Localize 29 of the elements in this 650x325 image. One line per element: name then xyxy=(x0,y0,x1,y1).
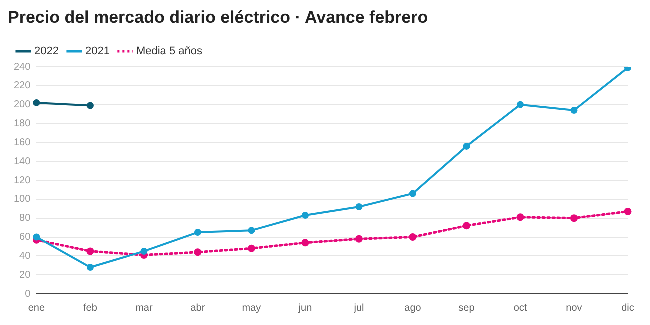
y-tick-label: 200 xyxy=(14,100,32,111)
x-tick-label: mar xyxy=(136,302,154,314)
x-tick-label: may xyxy=(242,302,262,314)
y-tick-label: 220 xyxy=(14,80,32,92)
y-tick-label: 100 xyxy=(14,194,32,206)
y-tick-label: 20 xyxy=(20,270,32,281)
legend-label: 2022 xyxy=(34,46,59,58)
y-tick-label: 140 xyxy=(14,156,32,168)
x-tick-label: jun xyxy=(298,302,312,314)
chart-title: Precio del mercado diario eléctrico · Avance febrero xyxy=(8,8,430,28)
y-tick-label: 120 xyxy=(14,175,32,186)
y-tick-label: 180 xyxy=(14,118,32,130)
y-tick-label: 0 xyxy=(25,288,32,300)
y-tick-label: 40 xyxy=(20,250,32,262)
x-tick-label: jul xyxy=(353,302,364,314)
x-tick-label: ene xyxy=(28,302,46,314)
y-tick-label: 240 xyxy=(14,62,32,73)
x-tick-label: oct xyxy=(514,302,528,314)
legend-label: 2021 xyxy=(85,46,110,58)
x-tick-label: dic xyxy=(622,302,634,314)
y-tick-label: 160 xyxy=(14,137,32,148)
legend-label: Media 5 años xyxy=(136,46,203,58)
x-tick-label: nov xyxy=(566,302,582,314)
x-tick-label: sep xyxy=(458,302,476,314)
x-tick-label: feb xyxy=(83,302,98,314)
y-tick-label: 60 xyxy=(20,232,32,243)
x-tick-label: abr xyxy=(190,302,206,314)
x-tick-label: ago xyxy=(404,302,422,314)
y-tick-label: 80 xyxy=(20,213,32,224)
